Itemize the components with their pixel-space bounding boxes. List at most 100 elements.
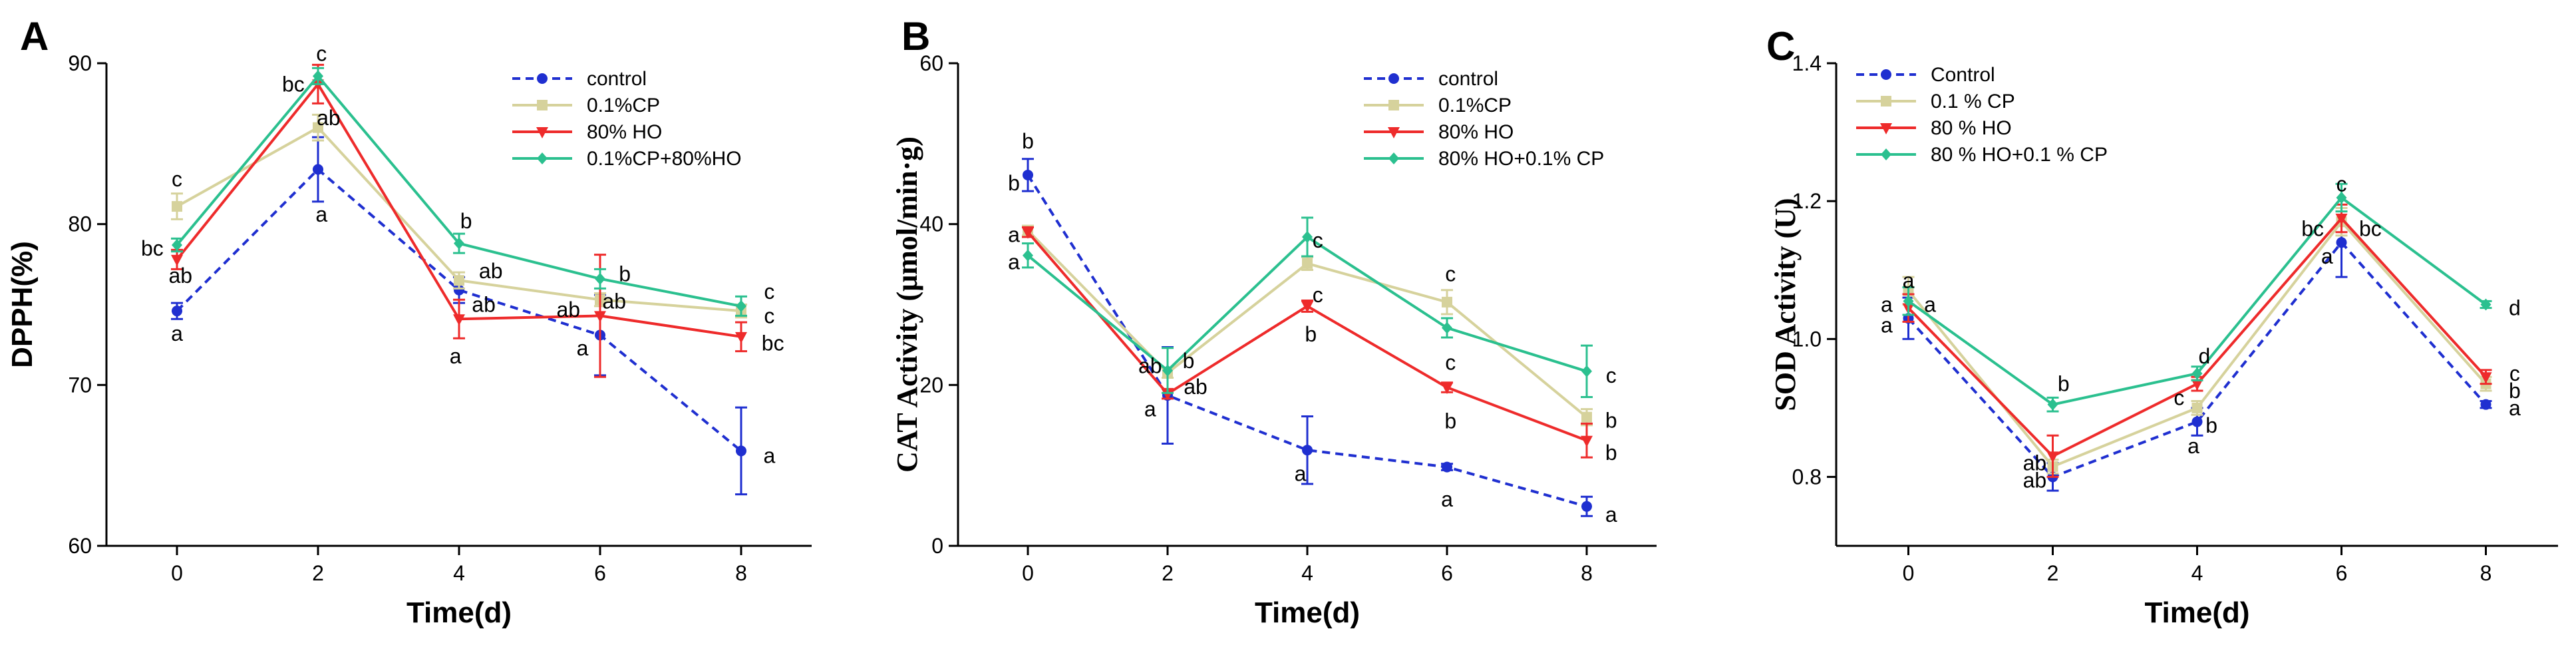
x-tick-label: 0 — [1903, 561, 1915, 585]
data-point — [454, 275, 464, 286]
data-point — [313, 164, 323, 175]
legend-label: 80% HO+0.1% CP — [1438, 148, 1604, 170]
significance-letter: bc — [282, 72, 305, 96]
legend-label: Control — [1931, 64, 1995, 86]
significance-letter: a — [315, 202, 327, 226]
data-point — [454, 284, 464, 296]
x-tick-label: 2 — [1162, 561, 1174, 585]
data-point — [1162, 389, 1174, 401]
significance-letter: a — [2509, 396, 2521, 420]
x-axis-label: Time(d) — [406, 596, 512, 629]
data-point — [2480, 372, 2492, 384]
x-tick-label: 8 — [1581, 561, 1593, 585]
legend: control 0.1%CP 80% HO 0.1%CP+80%HO — [512, 68, 742, 170]
chart-panel-c: C 0.8 1.0 1.2 1.4 0 2 4 6 8 Time(d) SOD Activity (U… — [1766, 24, 2558, 629]
significance-letter: b — [619, 262, 631, 286]
significance-letter: ab — [1138, 353, 1162, 377]
x-tick-label: 6 — [594, 561, 606, 585]
x-axis-label: Time(d) — [1255, 596, 1360, 629]
significance-letter: ab — [479, 259, 503, 283]
y-tick-label: 60 — [919, 51, 943, 75]
data-point — [1581, 501, 1592, 512]
significance-letter: a — [1903, 268, 1915, 292]
series-line — [1027, 174, 1587, 508]
data-point — [312, 79, 324, 91]
data-point — [595, 272, 605, 285]
legend-label: 80 % HO+0.1 % CP — [1931, 144, 2108, 166]
y-tick-label: 1.4 — [1792, 51, 1822, 75]
legend-marker — [1880, 123, 1892, 134]
significance-letter: d — [2509, 296, 2521, 320]
series-mix — [1022, 216, 1593, 398]
significance-letter: ab — [169, 264, 193, 288]
legend-label: 0.1%CP — [587, 95, 660, 116]
data-point — [1581, 411, 1592, 423]
legend-label: control — [1438, 68, 1498, 90]
data-point — [2046, 451, 2059, 463]
significance-letter: a — [577, 336, 589, 360]
significance-letter: b — [1022, 129, 1034, 153]
series-line — [1907, 240, 2487, 479]
y-tick-label: 0 — [931, 534, 943, 558]
significance-letter: a — [1605, 503, 1617, 527]
significance-letter: c — [1606, 363, 1617, 387]
data-point — [1581, 435, 1593, 447]
significance-letter: bc — [2359, 217, 2382, 241]
significance-letter: a — [2321, 244, 2333, 268]
data-point — [1441, 382, 1453, 394]
data-point — [2191, 379, 2203, 391]
legend-label: control — [587, 68, 647, 90]
significance-letter: c — [764, 304, 774, 328]
significance-letter: ab — [317, 106, 341, 130]
y-axis-label: SOD Activity (U) — [1769, 198, 1802, 411]
significance-letter: a — [2187, 434, 2199, 458]
significance-letter: a — [1881, 293, 1893, 317]
data-point — [2047, 398, 2058, 411]
significance-letter: a — [450, 344, 462, 368]
panel-label: A — [20, 14, 49, 59]
data-point — [172, 306, 182, 317]
y-tick-label: 90 — [68, 51, 92, 75]
series-line — [176, 167, 742, 452]
data-point — [313, 122, 323, 133]
x-tick-label: 6 — [2336, 561, 2348, 585]
significance-letter: c — [2336, 172, 2347, 196]
significance-letter: b — [2205, 413, 2217, 437]
legend: control 0.1%CP 80% HO 80% HO+0.1% CP — [1364, 68, 1604, 170]
significance-letter: b — [2058, 372, 2070, 396]
y-tick-label: 0.8 — [1792, 465, 1822, 489]
significance-letter: a — [1881, 314, 1893, 337]
x-tick-label: 4 — [453, 561, 465, 585]
significance-letter: a — [1441, 487, 1453, 511]
series-mix — [1902, 182, 2492, 413]
legend-label: 80 % HO — [1931, 117, 2012, 139]
legend-marker — [537, 100, 548, 110]
significance-letter: bc — [2301, 217, 2324, 241]
significance-letter: ab — [1184, 375, 1208, 399]
legend-marker — [1388, 73, 1399, 84]
y-tick-label: 1.2 — [1792, 189, 1822, 213]
data-point — [594, 311, 606, 323]
data-point — [2335, 214, 2348, 226]
legend-marker — [1881, 96, 1891, 107]
x-tick-label: 4 — [1301, 561, 1313, 585]
chart-panel-b: B 0 20 40 60 0 2 4 6 8 Time(d) CAT Activity (μmol/m… — [891, 14, 1657, 629]
significance-letter: ab — [602, 290, 626, 314]
significance-letter: b — [1605, 409, 1617, 433]
significance-letter: c — [2509, 361, 2520, 385]
y-axis-label: DPPH(%) — [6, 241, 39, 368]
legend-marker — [1388, 127, 1400, 138]
data-point — [1302, 445, 1313, 456]
significance-letter: c — [1313, 283, 1323, 307]
data-point — [2480, 298, 2492, 311]
legend: Control 0.1 % CP 80 % HO 80 % HO+0.1 % CP — [1856, 64, 2108, 166]
panel-label: B — [901, 14, 930, 59]
data-point — [1581, 365, 1592, 377]
significance-letter: b — [1605, 441, 1617, 465]
significance-letter: a — [1008, 222, 1020, 246]
x-tick-label: 0 — [1022, 561, 1034, 585]
x-tick-label: 0 — [171, 561, 183, 585]
significance-letter: bc — [762, 331, 784, 355]
data-point — [1442, 296, 1452, 308]
